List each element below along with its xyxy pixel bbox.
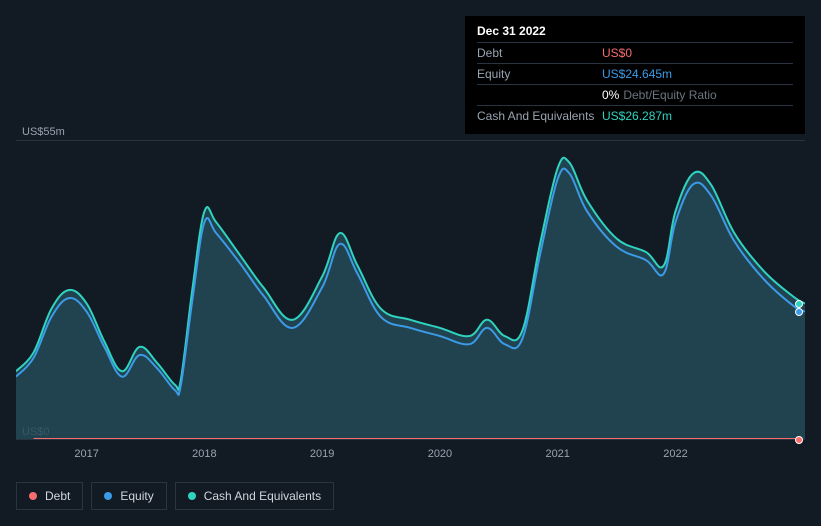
legend-dot-icon — [188, 492, 196, 500]
x-axis-tick: 2022 — [663, 448, 687, 460]
tooltip-row-label — [477, 88, 602, 102]
legend-label: Equity — [120, 489, 153, 503]
chart-svg — [16, 141, 805, 439]
chart-plot-area[interactable] — [16, 140, 805, 440]
tooltip-row-value: 0% — [602, 88, 619, 102]
x-axis-tick: 2020 — [428, 448, 452, 460]
legend-item[interactable]: Debt — [16, 482, 83, 510]
tooltip-date: Dec 31 2022 — [477, 24, 793, 42]
tooltip-panel: Dec 31 2022 DebtUS$0EquityUS$24.645m0% D… — [465, 16, 805, 134]
series-end-marker — [795, 436, 803, 444]
tooltip-row-value: US$26.287m — [602, 109, 672, 123]
legend-dot-icon — [104, 492, 112, 500]
legend-label: Cash And Equivalents — [204, 489, 321, 503]
tooltip-row-label: Debt — [477, 46, 602, 60]
y-axis-max-label: US$55m — [22, 126, 65, 138]
tooltip-row: Cash And EquivalentsUS$26.287m — [477, 105, 793, 126]
legend-item[interactable]: Cash And Equivalents — [175, 482, 334, 510]
tooltip-row-label: Cash And Equivalents — [477, 109, 602, 123]
series-end-marker — [795, 300, 803, 308]
tooltip-row: EquityUS$24.645m — [477, 63, 793, 84]
x-axis-tick: 2019 — [310, 448, 334, 460]
tooltip-row: DebtUS$0 — [477, 42, 793, 63]
legend-dot-icon — [29, 492, 37, 500]
legend: Debt Equity Cash And Equivalents — [16, 482, 334, 510]
tooltip-row: 0% Debt/Equity Ratio — [477, 84, 793, 105]
x-axis-tick: 2017 — [74, 448, 98, 460]
legend-label: Debt — [45, 489, 70, 503]
x-axis-tick: 2021 — [545, 448, 569, 460]
series-end-marker — [795, 308, 803, 316]
legend-item[interactable]: Equity — [91, 482, 166, 510]
x-axis-tick: 2018 — [192, 448, 216, 460]
tooltip-row-value: US$0 — [602, 46, 632, 60]
tooltip-row-extra: Debt/Equity Ratio — [623, 88, 716, 102]
tooltip-row-value: US$24.645m — [602, 67, 672, 81]
tooltip-row-label: Equity — [477, 67, 602, 81]
chart-area-fill — [16, 158, 805, 439]
x-axis-ticks: 2017 2018 2019 2020 2021 2022 — [16, 448, 805, 468]
